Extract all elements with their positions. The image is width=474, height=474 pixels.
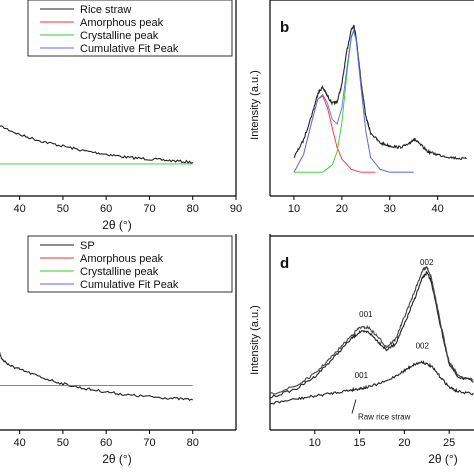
x-tick-label: 25 bbox=[443, 437, 455, 449]
x-tick-label: 40 bbox=[14, 437, 26, 449]
panel-label: d bbox=[280, 255, 289, 272]
panel-label: b bbox=[280, 19, 289, 36]
legend-label: Rice straw bbox=[80, 4, 131, 16]
x-tick-label: 50 bbox=[57, 437, 69, 449]
series-rice-straw bbox=[293, 24, 467, 161]
x-tick-label: 10 bbox=[288, 203, 300, 215]
annotation-label: 002 bbox=[420, 258, 434, 267]
x-axis-label: 2θ (°) bbox=[428, 452, 457, 466]
x-tick-label: 70 bbox=[143, 203, 155, 215]
annotation-pointer bbox=[351, 399, 357, 414]
annotation-label: 002 bbox=[416, 341, 430, 350]
x-tick-label: 90 bbox=[230, 203, 242, 215]
x-tick-label: 60 bbox=[100, 437, 112, 449]
legend-label: Amorphous peak bbox=[80, 253, 164, 265]
series-raw-rice-straw bbox=[269, 360, 474, 405]
legend-label: SP bbox=[80, 240, 95, 252]
x-tick-label: 80 bbox=[187, 437, 199, 449]
annotation-label: Raw rice straw bbox=[358, 412, 411, 421]
y-axis-label: Intensity (a.u.) bbox=[249, 305, 261, 375]
panel-d: 10 15 20 25 2θ (°) Intensity (a.u.) d 002 001 002… bbox=[249, 234, 474, 466]
legend-label: Crystalline peak bbox=[80, 266, 159, 278]
x-axis-label: 2θ (°) bbox=[102, 452, 131, 466]
legend-label: Amorphous peak bbox=[80, 17, 164, 29]
series-rice-straw bbox=[0, 125, 194, 165]
series-sp bbox=[0, 351, 193, 402]
y-axis-label: Intensity (a.u.) bbox=[249, 70, 261, 140]
x-tick-label: 70 bbox=[143, 437, 155, 449]
series-curve-2 bbox=[269, 266, 474, 395]
annotation-label: 001 bbox=[355, 371, 369, 380]
legend-label: Crystalline peak bbox=[80, 30, 159, 42]
x-tick-label: 40 bbox=[14, 203, 26, 215]
series-curve-1 bbox=[269, 270, 474, 399]
panel-b: 10 20 30 40 Intensity (a.u.) b bbox=[249, 0, 474, 215]
series-cumulative-fit-peak bbox=[293, 28, 414, 173]
x-axis-label: 2θ (°) bbox=[102, 218, 131, 232]
x-tick-label: 50 bbox=[57, 203, 69, 215]
x-tick-label: 80 bbox=[187, 203, 199, 215]
x-tick-label: 60 bbox=[100, 203, 112, 215]
annotation-label: 001 bbox=[359, 310, 373, 319]
legend-label: Cumulative Fit Peak bbox=[80, 279, 179, 291]
legend-label: Cumulative Fit Peak bbox=[80, 43, 179, 55]
series-crystalline-peak bbox=[294, 30, 414, 173]
x-tick-label: 20 bbox=[336, 203, 348, 215]
x-tick-label: 30 bbox=[384, 203, 396, 215]
x-tick-label: 10 bbox=[309, 437, 321, 449]
x-tick-label: 20 bbox=[398, 437, 410, 449]
x-tick-label: 15 bbox=[353, 437, 365, 449]
x-tick-label: 40 bbox=[432, 203, 444, 215]
